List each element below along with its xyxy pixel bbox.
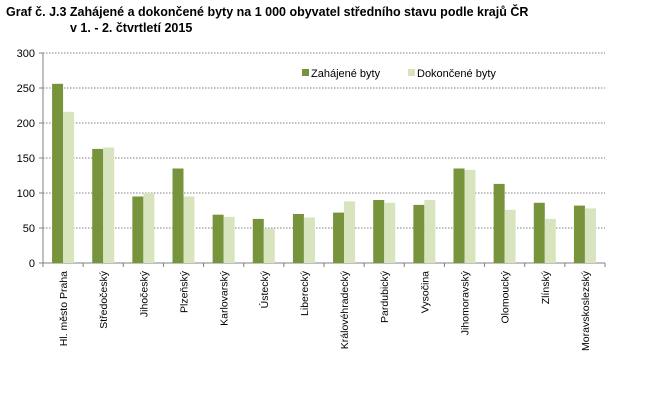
title-line-1: Graf č. J.3 Zahájené a dokončené byty na… (6, 5, 529, 19)
x-tick-label: Liberecký (299, 270, 311, 316)
bar-dokoncene (464, 169, 476, 263)
legend-label: Zahájené byty (311, 68, 381, 80)
bar-zahajene (413, 204, 425, 263)
x-tick-label: Zlínský (540, 270, 552, 304)
bar-dokoncene (584, 208, 596, 263)
bar-dokoncene (223, 216, 235, 263)
bar-zahajene (52, 83, 64, 263)
x-tick-label: Vysočina (419, 271, 431, 313)
bar-zahajene (292, 214, 304, 263)
y-tick-label: 0 (29, 258, 35, 270)
x-tick-label: Karlovarský (219, 270, 231, 326)
x-tick-label: Olomoucký (500, 270, 512, 323)
x-tick-label: Jihomoravský (460, 270, 472, 335)
bar-dokoncene (183, 196, 195, 263)
bar-dokoncene (63, 111, 75, 263)
bar-zahajene (573, 205, 585, 263)
bar-zahajene (212, 214, 224, 263)
bar-dokoncene (384, 202, 396, 263)
bar-zahajene (333, 212, 345, 263)
title-line-2: v 1. - 2. čtvrtletí 2015 (70, 21, 193, 35)
x-tick-label: Hl. město Praha (58, 271, 70, 346)
bar-zahajene (453, 168, 465, 263)
bar-zahajene (252, 218, 264, 263)
x-tick-label: Ústecký (258, 270, 271, 308)
legend-swatch (302, 69, 309, 76)
x-tick-label: Královéhradecký (339, 270, 351, 349)
bar-dokoncene (103, 147, 115, 263)
y-tick-label: 300 (17, 48, 35, 60)
bar-zahajene (373, 200, 385, 263)
bar-dokoncene (263, 228, 275, 263)
bar-zahajene (92, 148, 104, 263)
x-tick-label: Jihočeský (138, 270, 150, 317)
bar-zahajene (172, 168, 184, 263)
bar-dokoncene (544, 218, 556, 263)
bar-zahajene (132, 196, 144, 263)
x-tick-label: Pardubický (379, 270, 391, 323)
bar-zahajene (493, 183, 505, 263)
chart-title: Graf č. J.3 Zahájené a dokončené byty na… (6, 4, 528, 36)
bar-zahajene (533, 202, 545, 263)
x-tick-label: Plzeňský (179, 270, 191, 313)
bar-dokoncene (344, 201, 356, 263)
y-tick-label: 50 (23, 223, 35, 235)
y-tick-label: 100 (17, 188, 35, 200)
x-tick-label: Moravskoslezský (580, 270, 592, 351)
bar-dokoncene (424, 200, 436, 263)
legend-swatch (408, 69, 415, 76)
y-tick-label: 200 (17, 118, 35, 130)
bar-dokoncene (504, 209, 516, 263)
bar-dokoncene (303, 217, 315, 263)
x-tick-label: Středočeský (98, 270, 110, 329)
y-tick-label: 150 (17, 153, 35, 165)
legend-label: Dokončené byty (417, 68, 496, 80)
y-tick-label: 250 (17, 83, 35, 95)
bar-dokoncene (143, 193, 155, 263)
